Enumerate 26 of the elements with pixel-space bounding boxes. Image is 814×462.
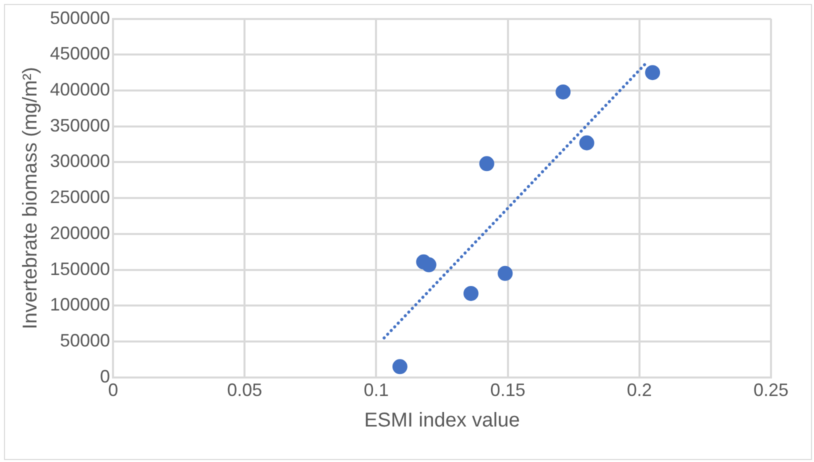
x-tick-label: 0.15 (490, 380, 526, 400)
y-tick-label: 200000 (50, 222, 110, 243)
point (498, 266, 513, 281)
y-tick-label: 400000 (50, 79, 110, 100)
y-tick-label: 300000 (50, 151, 110, 172)
x-tick-label: 0.05 (227, 380, 262, 400)
x-axis-title: ESMI index value (364, 410, 520, 432)
y-tick-label: 450000 (50, 44, 110, 64)
x-tick-label: 0.1 (364, 380, 389, 400)
y-tick-label: 100000 (50, 294, 110, 315)
y-tick-label: 500000 (50, 8, 110, 28)
y-tick-label: 0 (100, 366, 110, 386)
y-tick-label: 350000 (50, 115, 110, 136)
x-tick-label: 0.25 (753, 380, 789, 400)
point (392, 359, 408, 374)
y-tick-label: 50000 (60, 330, 110, 351)
point (421, 257, 436, 272)
y-tick-label: 150000 (50, 258, 110, 279)
x-tick-label: 0.2 (626, 380, 652, 400)
point (579, 135, 594, 150)
point (479, 156, 494, 172)
y-axis-title: Invertebrate biomass (mg/m²) (20, 66, 42, 330)
point (556, 84, 571, 100)
point (463, 286, 478, 301)
y-tick-label: 250000 (50, 187, 110, 208)
point (645, 65, 660, 80)
